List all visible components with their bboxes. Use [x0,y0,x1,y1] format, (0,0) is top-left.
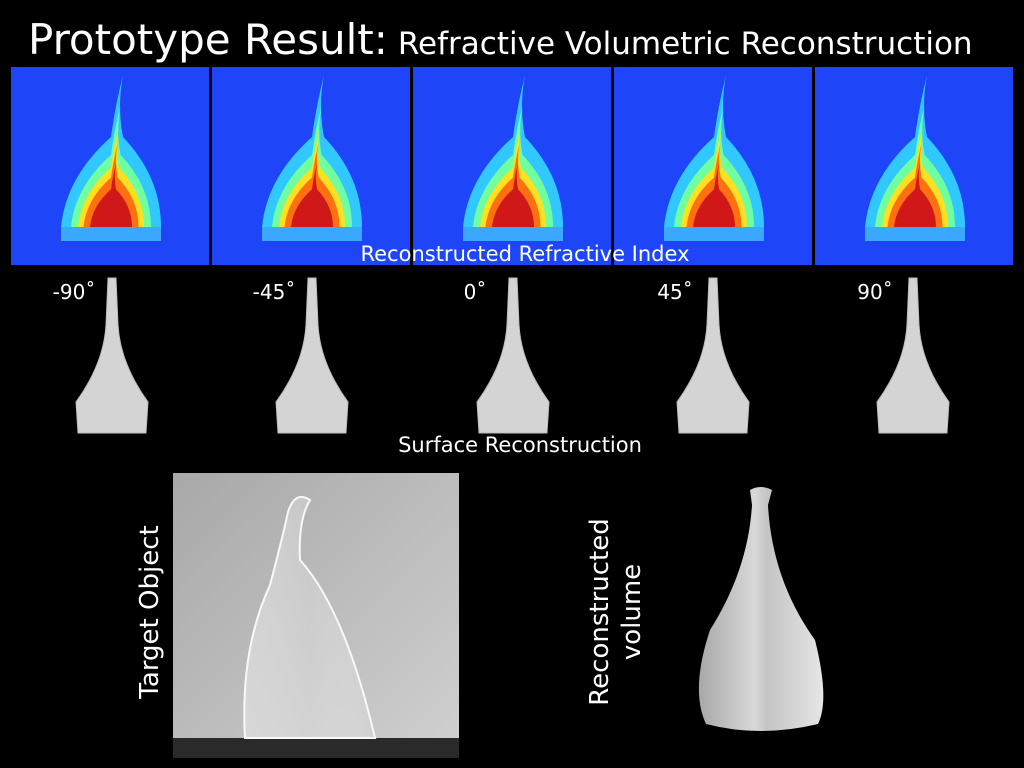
heatmap [815,67,1013,265]
heatmap-base [664,227,764,241]
heatmap-base [463,227,563,241]
heatmap-layer [693,163,735,227]
volume-label: Reconstructed [585,518,615,705]
volume-label: volume [617,564,647,660]
angle-label: 45˚ [657,280,692,304]
heatmap-layer [291,163,333,227]
reconstructed-volume [698,487,824,731]
caption: Reconstructed Refractive Index [360,242,689,266]
angle-label: 0˚ [464,280,487,304]
heatmap [413,67,611,265]
title: Prototype Result: Refractive Volumetric R… [28,15,973,64]
heatmap [11,67,209,265]
photo-base [173,738,459,758]
heatmap-layer [492,163,534,227]
surface-bottle [275,277,349,434]
surface-bottle [75,277,149,434]
angle-label: -90˚ [53,280,96,304]
angle-label: 90˚ [857,280,892,304]
target-label: Target Object [135,525,165,699]
surface-panels: -90˚ -45˚ 0˚ 45˚ 90˚ [53,277,950,434]
heatmap-base [61,227,161,241]
heatmap-layer [894,163,936,227]
heatmap [614,67,812,265]
angle-label: -45˚ [253,280,296,304]
surface-bottle [876,277,950,434]
heatmap [212,67,410,265]
caption: Surface Reconstruction [398,433,642,457]
heatmap-base [262,227,362,241]
heatmap-layer [90,163,132,227]
glass-object [243,496,377,739]
heatmap-base [865,227,965,241]
refractive-index-panels [11,67,1013,265]
surface-bottle [676,277,750,434]
surface-bottle [476,277,550,434]
